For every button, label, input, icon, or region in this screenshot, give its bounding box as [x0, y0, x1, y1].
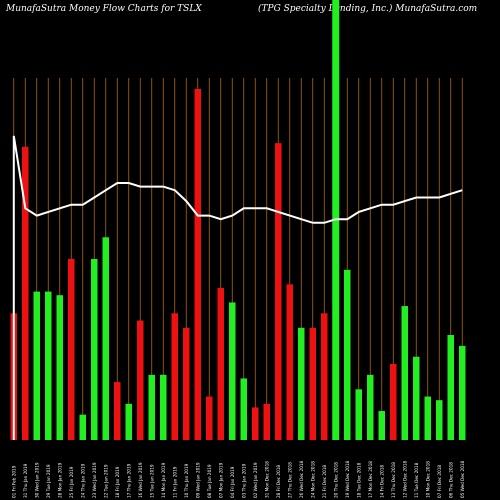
bar: [160, 374, 167, 440]
bar: [240, 378, 247, 440]
x-tick-label: 26 Wed Dec 2018: [299, 460, 304, 498]
x-tick-label: 20 Thu Dec 2018: [333, 462, 338, 498]
bar: [332, 78, 339, 440]
series-line: [12, 135, 463, 440]
x-tick-label: 14 Fri Dec 2018: [379, 465, 384, 498]
x-tick-label: 30 Wed Jan 2019: [34, 462, 39, 498]
x-tick-label: 01 Fri Feb 2019: [11, 465, 16, 498]
chart-subtitle: (TPG Specialty Lending, Inc.) MunafaSutr…: [258, 4, 478, 14]
bar: [194, 88, 201, 441]
x-tick-label: 16 Wed Jan 2019: [138, 462, 143, 498]
bar: [68, 259, 75, 440]
bar: [229, 302, 236, 440]
bar: [125, 403, 132, 440]
x-tick-label: 04 Fri Jan 2019: [230, 466, 235, 498]
bar: [102, 237, 109, 440]
bar: [171, 313, 178, 440]
x-tick-label: 08 Tue Jan 2019: [207, 464, 212, 498]
x-tick-label: 24 Thu Jan 2019: [80, 463, 85, 498]
bar: [22, 146, 29, 440]
bar: [206, 396, 213, 440]
bar: [45, 291, 52, 440]
x-tick-label: 18 Tue Dec 2018: [356, 462, 361, 498]
x-tick-label: 17 Mon Dec 2018: [368, 461, 373, 498]
bar: [56, 295, 63, 440]
bar: [390, 363, 397, 440]
bar: [137, 320, 144, 440]
x-tick-label: 15 Tue Jan 2019: [149, 464, 154, 498]
x-tick-label: 28 Mon Jan 2019: [57, 462, 62, 498]
x-tick-label: 09 Wed Jan 2019: [195, 462, 200, 498]
bar: [459, 345, 466, 440]
x-tick-label: 31 Mon Dec 2018: [264, 461, 269, 498]
x-tick-label: 29 Tue Jan 2019: [46, 464, 51, 498]
x-tick-label: 24 Mon Dec 2018: [310, 461, 315, 498]
x-tick-label: 07 Mon Jan 2019: [218, 462, 223, 498]
bar: [309, 327, 316, 440]
chart-title: MunafaSutra Money Flow Charts for TSLX: [6, 4, 202, 14]
x-tick-label: 22 Tue Jan 2019: [103, 464, 108, 498]
bar: [367, 374, 374, 440]
x-tick-label: 21 Fri Dec 2018: [322, 465, 327, 498]
x-tick-label: 23 Wed Jan 2019: [92, 462, 97, 498]
x-tick-label: 02 Wed Jan 2019: [253, 462, 258, 498]
x-tick-label: 10 Mon Dec 2018: [425, 461, 430, 498]
x-tick-label: 14 Mon Jan 2019: [161, 462, 166, 498]
bar: [217, 287, 224, 440]
bar: [298, 327, 305, 440]
bar: [378, 411, 385, 440]
bar: [401, 306, 408, 440]
x-tick-label: 12 Wed Dec 2018: [402, 460, 407, 498]
x-tick-label: 05 Wed Dec 2018: [460, 460, 465, 498]
bar: [344, 269, 351, 440]
bar: [114, 382, 121, 440]
x-tick-label: 13 Thu Dec 2018: [391, 462, 396, 498]
bar: [424, 396, 431, 440]
bar: [286, 284, 293, 440]
x-tick-label: 27 Thu Dec 2018: [287, 462, 292, 498]
x-tick-label: 10 Thu Jan 2019: [184, 463, 189, 498]
x-tick-label: 11 Tue Dec 2018: [414, 462, 419, 498]
x-tick-label: 03 Thu Jan 2019: [241, 463, 246, 498]
x-tick-label: 19 Wed Dec 2018: [345, 460, 350, 498]
bar: [33, 291, 40, 440]
bar: [79, 414, 86, 440]
x-tick-label: 18 Fri Jan 2019: [115, 466, 120, 498]
x-tick-label: 31 Thu Jan 2019: [23, 463, 28, 498]
bar: [91, 259, 98, 440]
bar: [413, 356, 420, 440]
x-tick-label: 17 Thu Jan 2019: [126, 463, 131, 498]
x-tick-label: 25 Fri Jan 2019: [69, 466, 74, 498]
bar: [183, 327, 190, 440]
bar: [275, 143, 282, 440]
bar: [447, 335, 454, 440]
bar: [436, 400, 443, 440]
x-tick-label: 06 Thu Dec 2018: [448, 462, 453, 498]
x-tick-label: 07 Fri Dec 2018: [437, 465, 442, 498]
bar: [263, 403, 270, 440]
bar: [355, 389, 362, 440]
bar: [148, 374, 155, 440]
bar: [252, 407, 259, 440]
bar: [321, 313, 328, 440]
x-tick-label: 28 Fri Dec 2018: [276, 465, 281, 498]
x-tick-label: 11 Fri Jan 2019: [172, 466, 177, 498]
